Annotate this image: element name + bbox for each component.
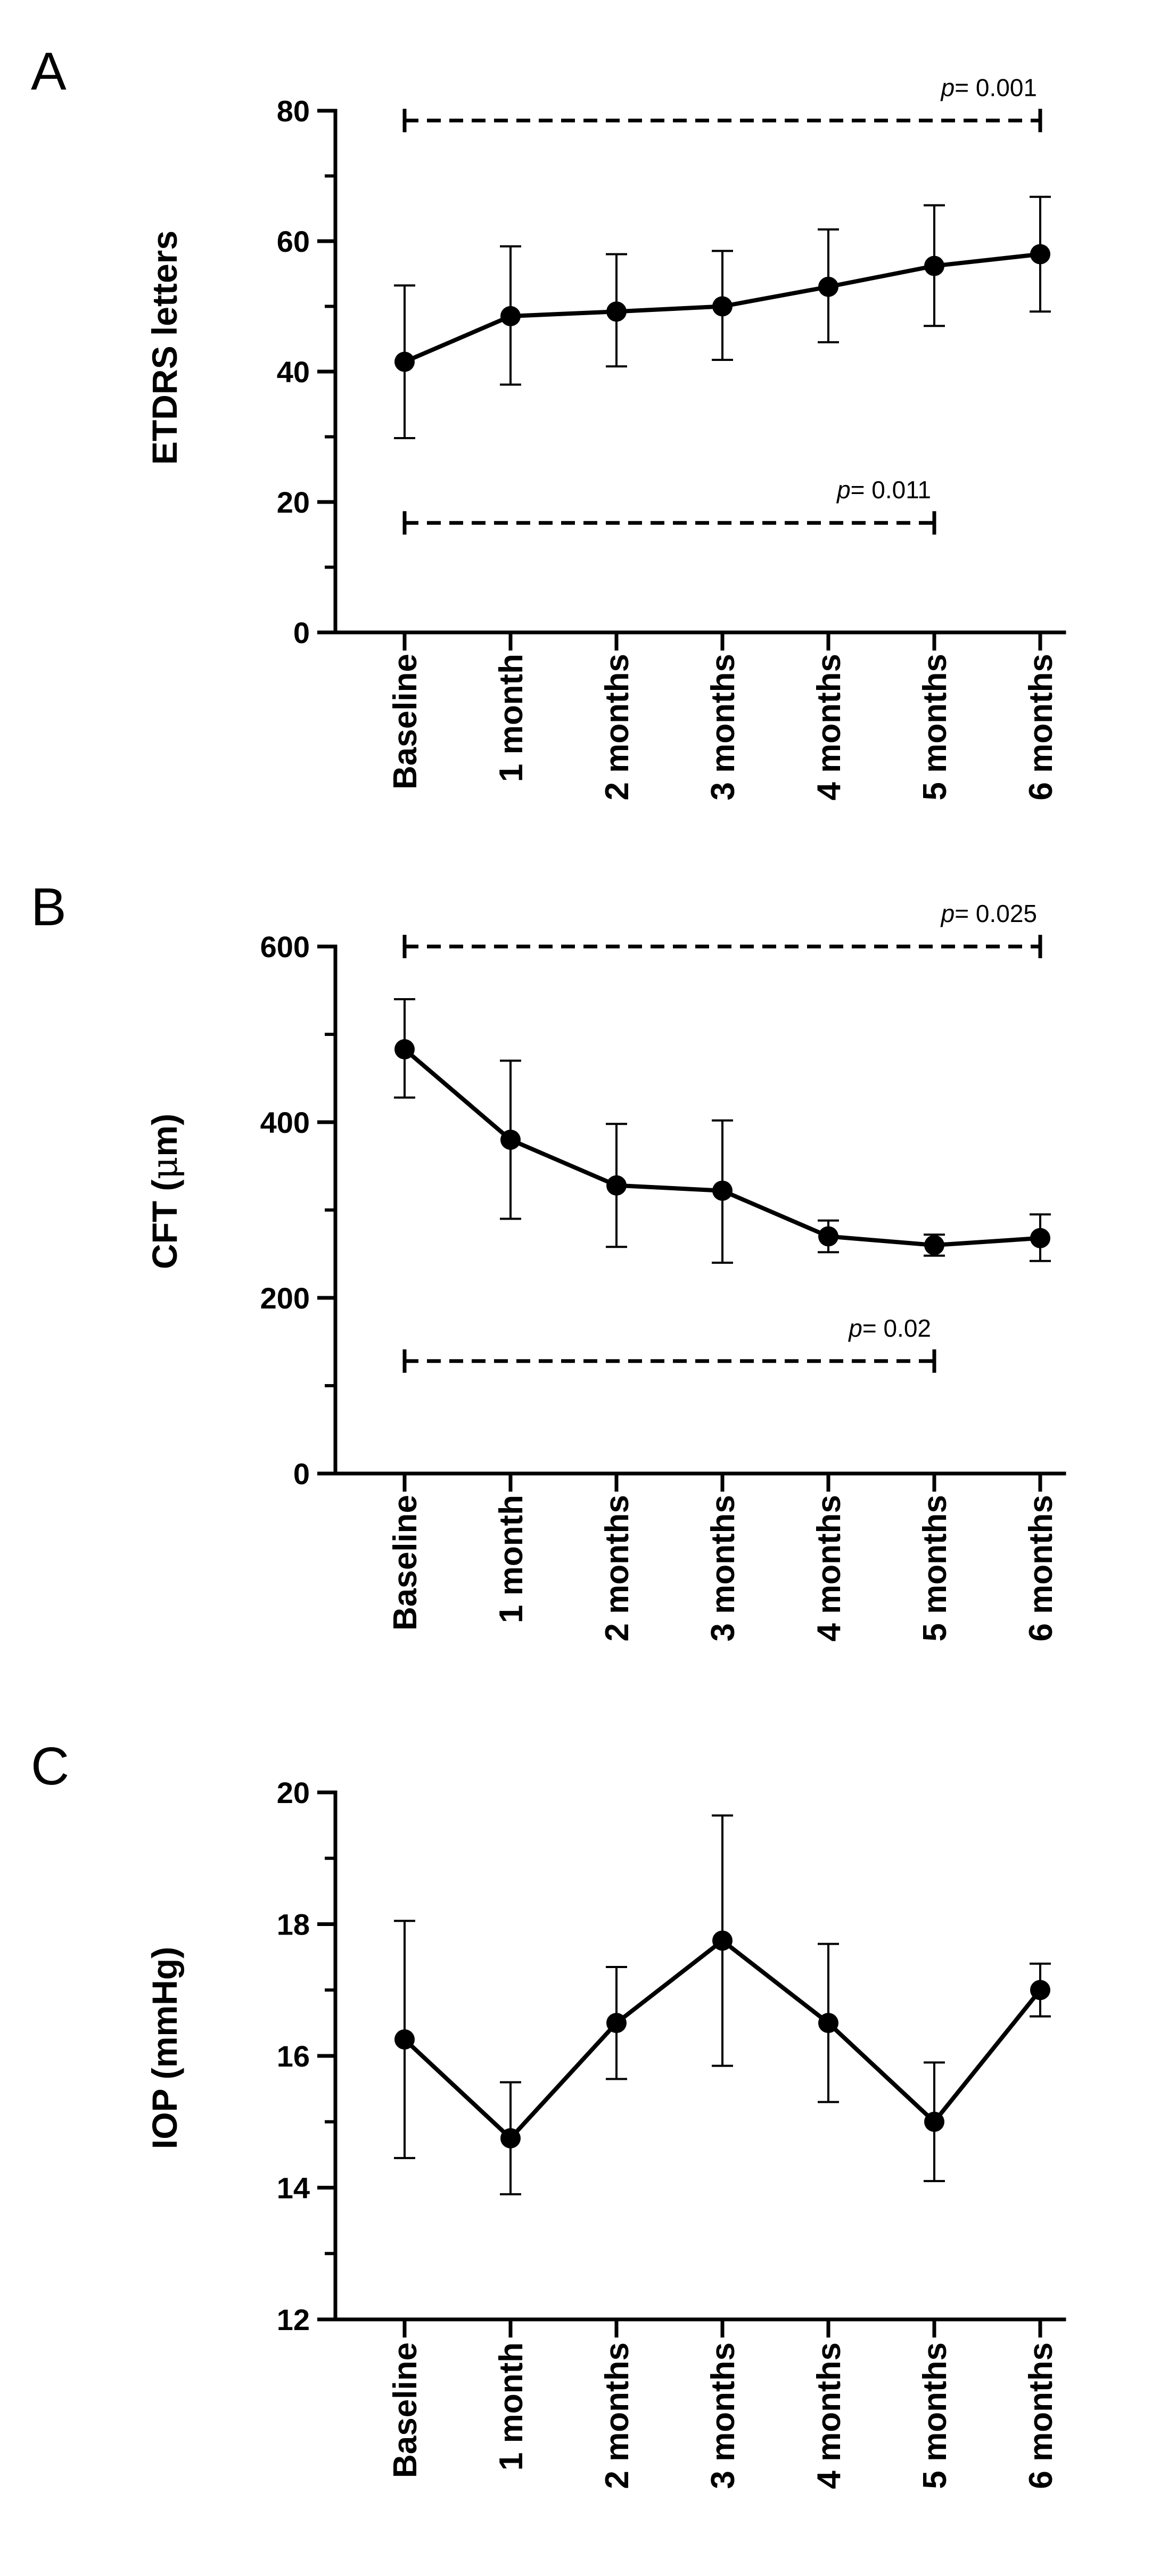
x-tick-label: 1 month [493,2342,530,2471]
panel-letter-a: A [31,42,67,101]
p-value-label: p= 0.025 [940,900,1037,927]
p-value-label: p= 0.011 [836,476,931,504]
y-tick-label: 0 [293,1457,310,1491]
panel-a: A ETDRS letters 0 20 40 60 80 Baseline 1 month… [31,42,1066,801]
panel-letter-c: C [31,1736,69,1796]
panel-b: B CFT (μm) 0 200 400 600 Baseline 1 month 2 mo… [31,877,1066,1642]
x-tick-label: 6 months [1023,2342,1059,2489]
data-point [500,306,521,326]
data-point [818,1226,838,1247]
data-point [606,2013,627,2034]
x-tick-label: Baseline [387,1495,424,1631]
x-tick-label: Baseline [387,2342,424,2478]
data-point [394,1039,415,1060]
x-tick-label: 6 months [1023,654,1059,801]
data-point [924,256,944,276]
x-tick-label: 5 months [917,654,953,801]
y-tick-label: 20 [277,485,310,519]
data-point [712,1180,733,1201]
y-tick-label: 60 [277,225,310,258]
data-point [924,1235,944,1255]
y-tick-label: 12 [277,2303,310,2336]
x-tick-label: 4 months [811,2342,848,2489]
data-point [1030,1980,1050,2001]
y-tick-label: 18 [277,1908,310,1941]
axes-b: 0 200 400 600 Baseline 1 month 2 months 3 month… [260,930,1066,1642]
data-point [818,2013,838,2034]
x-tick-label: Baseline [387,654,424,789]
data-point [394,351,415,372]
x-tick-label: 2 months [599,2342,636,2489]
y-tick-label: 0 [293,616,310,649]
y-tick-label: 20 [277,1776,310,1809]
y-tick-label: 80 [277,94,310,128]
p-value-symbol: p [940,900,955,927]
x-tick-label: 2 months [599,1495,636,1642]
x-tick-label: 1 month [493,654,530,782]
data-point [500,2128,521,2149]
y-tick-label: 600 [260,930,310,964]
p-value-symbol: p [848,1314,862,1342]
series-b [394,998,1051,1264]
y-axis-label-a: ETDRS letters [145,231,184,465]
data-point [606,1175,627,1196]
panel-c: C IOP (mmHg) 12 14 16 18 20 Baseline 1 month 2 … [31,1736,1066,2489]
axes-c: 12 14 16 18 20 Baseline 1 month 2 months 3 month… [277,1776,1066,2489]
x-tick-label: 3 months [705,1495,742,1642]
x-tick-label: 1 month [493,1495,530,1623]
data-point [606,301,627,322]
p-value-label: p= 0.02 [848,1314,931,1342]
x-tick-label: 6 months [1023,1495,1059,1642]
series-c [394,1814,1051,2195]
y-axis-label-b-main: CFT ( [145,1179,184,1269]
data-point [500,1130,521,1150]
y-axis-label-c: IOP (mmHg) [145,1947,184,2149]
y-tick-label: 16 [277,2039,310,2073]
y-tick-label: 400 [260,1106,310,1139]
x-tick-label: 2 months [599,654,636,801]
x-tick-label: 4 months [811,654,848,801]
y-axis-label-b-unit: μ [144,1157,185,1180]
data-point [712,296,733,317]
y-tick-label: 14 [277,2171,310,2205]
p-value-text: = 0.02 [862,1314,931,1342]
y-axis-label-b-end: m) [145,1114,184,1157]
p-value-symbol: p [940,73,955,101]
x-tick-label: 3 months [705,654,742,801]
x-tick-label: 5 months [917,1495,953,1642]
p-value-text: = 0.001 [955,73,1037,101]
data-point [1030,1228,1050,1248]
data-point [712,1930,733,1951]
x-tick-label: 5 months [917,2342,953,2489]
y-axis-label-b: CFT (μm) [144,1114,185,1269]
x-tick-label: 3 months [705,2342,742,2489]
data-point [1030,244,1050,265]
p-value-text: = 0.011 [851,476,931,504]
data-point [818,276,838,297]
y-tick-label: 200 [260,1281,310,1315]
series-a [394,195,1051,439]
data-point [394,2029,415,2050]
p-value-label: p= 0.001 [940,73,1037,101]
data-point [924,2111,944,2132]
panel-letter-b: B [31,877,67,937]
x-tick-label: 4 months [811,1495,848,1642]
y-tick-label: 40 [277,355,310,389]
p-value-text: = 0.025 [955,900,1037,927]
p-value-symbol: p [836,476,851,504]
axes-a: 0 20 40 60 80 Baseline 1 month 2 months 3 months… [277,94,1066,801]
